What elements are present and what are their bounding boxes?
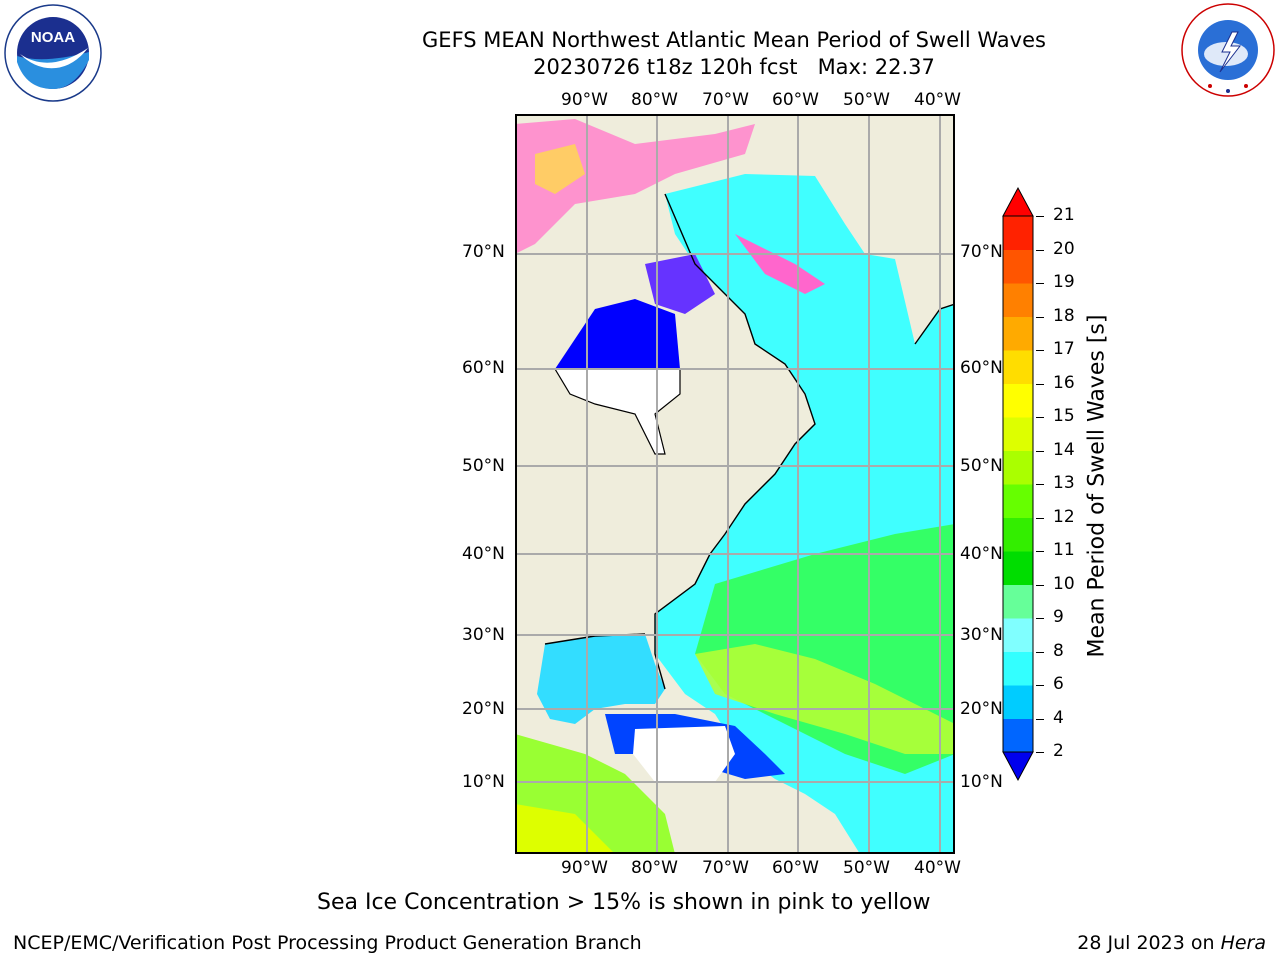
lon-label-bottom-90w: 90°W [561,858,608,878]
chart-title-line2: 20230726 t18z 120h fcst Max: 22.37 [533,55,935,79]
noaa-logo: NOAA [4,4,102,102]
colorbar-tick-label: 9 [1053,607,1064,627]
colorbar-tick-label: 16 [1053,372,1075,393]
lon-label-bottom-40w: 40°W [914,858,961,878]
colorbar-tick-mark [1036,316,1044,318]
colorbar-segment [1003,350,1033,384]
lon-label-bottom-70w: 70°W [702,858,749,878]
lat-label-right-70n: 70°N [960,242,1003,262]
colorbar-frame [1002,215,1034,753]
colorbar-under-arrow [1002,751,1034,782]
colorbar-tick-mark [1036,283,1044,284]
colorbar-tick-mark [1036,216,1044,217]
footer-date-text: 28 Jul 2023 on [1077,932,1221,954]
lat-label-left-50n: 50°N [462,456,505,476]
colorbar-tick-label: 11 [1053,540,1075,560]
footer-host: Hera [1220,932,1266,954]
lon-label-bottom-50w: 50°W [843,858,890,878]
colorbar-tick-label: 15 [1053,406,1075,426]
colorbar-tick-label: 2 [1053,741,1064,761]
colorbar-tick-mark [1036,383,1044,385]
colorbar-tick-mark [1036,618,1044,619]
colorbar-tick-label: 20 [1053,238,1075,259]
footer-right-date: 28 Jul 2023 on Hera [1077,932,1266,954]
colorbar-tick-label: 21 [1053,205,1075,225]
colorbar-tick-label: 14 [1053,439,1075,460]
colorbar [1000,186,1036,782]
colorbar-segment [1003,517,1033,552]
lon-label-top-90w: 90°W [561,90,608,110]
lat-label-right-50n: 50°N [960,456,1003,476]
colorbar-segment [1003,584,1033,619]
colorbar-tick-label: 19 [1053,272,1075,292]
colorbar-segment [1003,216,1033,250]
colorbar-segment [1003,249,1033,284]
caribbean-white-region [633,726,735,782]
sea-ice-baffin [735,234,825,294]
lon-label-bottom-80w: 80°W [631,858,678,878]
colorbar-segment [1003,618,1033,652]
nws-logo [1180,2,1276,98]
colorbar-tick-mark [1036,551,1044,552]
noaa-logo-text: NOAA [31,29,75,46]
lon-label-top-70w: 70°W [702,90,749,110]
lon-label-bottom-60w: 60°W [772,858,819,878]
lat-label-left-60n: 60°N [462,358,505,378]
colorbar-tick-label: 17 [1053,339,1075,359]
colorbar-segment [1003,450,1033,485]
colorbar-tick-mark [1036,417,1044,418]
colorbar-segment [1003,651,1033,686]
lat-label-right-60n: 60°N [960,358,1003,378]
colorbar-tick-label: 4 [1053,707,1064,728]
colorbar-tick-label: 13 [1053,473,1075,493]
lat-label-left-40n: 40°N [462,544,505,564]
lon-label-top-50w: 50°W [843,90,890,110]
lat-label-left-30n: 30°N [462,625,505,645]
colorbar-tick-mark [1036,517,1044,519]
colorbar-tick-mark [1036,450,1044,452]
swell-period-map [515,114,956,854]
colorbar-segment [1003,417,1033,451]
colorbar-tick-mark [1036,484,1044,485]
gulf-of-mexico [537,634,665,724]
colorbar-graphic [1002,186,1034,782]
colorbar-segment [1003,551,1033,585]
colorbar-segment [1003,718,1033,753]
colorbar-tick-label: 10 [1053,573,1075,594]
lon-label-top-80w: 80°W [631,90,678,110]
colorbar-tick-label: 18 [1053,305,1075,326]
lat-label-right-30n: 30°N [960,625,1003,645]
lat-label-left-20n: 20°N [462,699,505,719]
colorbar-tick-label: 6 [1053,674,1064,694]
lat-label-right-40n: 40°N [960,544,1003,564]
colorbar-segment [1003,685,1033,719]
chart-title-line1: GEFS MEAN Northwest Atlantic Mean Period… [422,28,1046,52]
colorbar-over-arrow [1002,186,1034,217]
map-border [515,114,955,854]
colorbar-tick-label: 12 [1053,506,1075,527]
colorbar-tick-mark [1036,685,1044,686]
colorbar-tick-mark [1036,752,1044,753]
colorbar-tick-mark [1036,584,1044,586]
footer-left-credit: NCEP/EMC/Verification Post Processing Pr… [13,932,642,954]
lat-label-left-10n: 10°N [462,772,505,792]
colorbar-tick-mark [1036,718,1044,720]
colorbar-segment [1003,383,1033,418]
lat-label-right-10n: 10°N [960,772,1003,792]
sea-ice-note: Sea Ice Concentration > 15% is shown in … [317,890,931,915]
colorbar-tick-mark [1036,249,1044,251]
colorbar-tick-mark [1036,350,1044,351]
yellow-green-band [695,644,955,754]
colorbar-tick-label: 8 [1053,640,1064,661]
colorbar-segment [1003,316,1033,351]
lon-label-top-60w: 60°W [772,90,819,110]
colorbar-label: Mean Period of Swell Waves [s] [1084,314,1110,658]
map-gridlines [515,114,955,854]
lat-label-left-70n: 70°N [462,242,505,262]
lon-label-top-40w: 40°W [914,90,961,110]
colorbar-segment [1003,484,1033,518]
lat-label-right-20n: 20°N [960,699,1003,719]
colorbar-tick-mark [1036,651,1044,653]
colorbar-segment [1003,283,1033,317]
